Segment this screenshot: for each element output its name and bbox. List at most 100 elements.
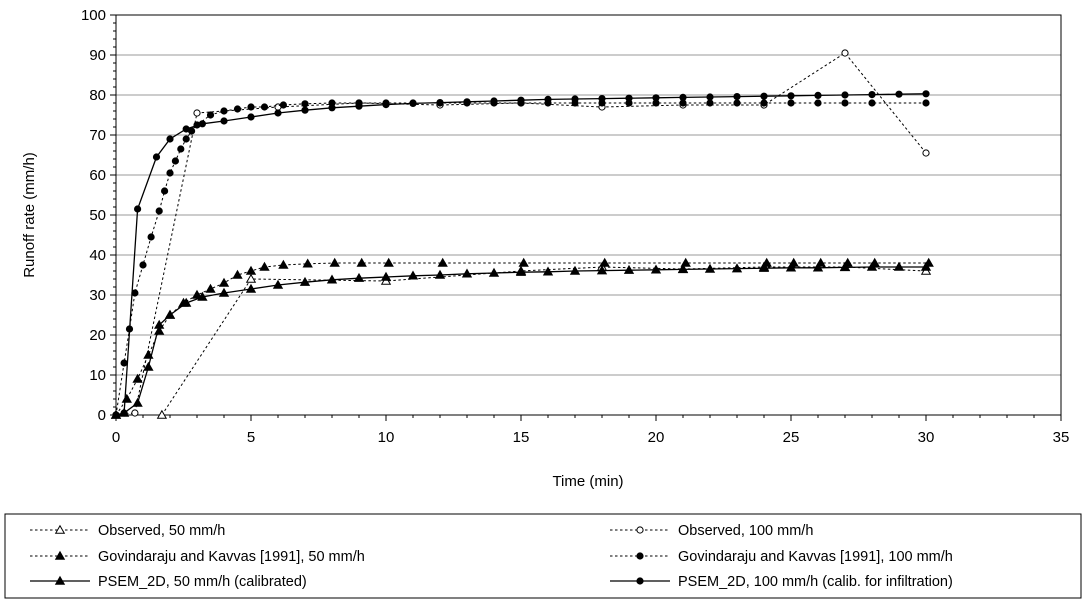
- data-point: [787, 99, 795, 107]
- data-point: [245, 265, 257, 275]
- legend-marker: [636, 577, 644, 585]
- data-point: [156, 409, 168, 419]
- y-tick-label: 0: [98, 407, 106, 424]
- y-tick-label: 100: [81, 7, 106, 24]
- data-point: [302, 258, 313, 268]
- data-point: [272, 279, 284, 289]
- data-point: [895, 90, 903, 98]
- legend-label: Observed, 100 mm/h: [678, 523, 813, 539]
- data-point: [841, 49, 849, 57]
- data-point: [279, 101, 287, 109]
- data-point: [437, 257, 448, 267]
- data-point: [785, 262, 797, 272]
- legend-entry: Govindaraju and Kavvas [1991], 50 mm/h: [30, 549, 365, 565]
- series-3: [110, 257, 934, 419]
- data-point: [134, 205, 142, 213]
- data-point: [758, 262, 770, 272]
- data-point: [181, 297, 192, 307]
- data-point: [355, 102, 363, 110]
- legend-marker: [54, 550, 66, 560]
- series-line: [115, 266, 926, 416]
- x-tick-label: 30: [918, 429, 935, 446]
- data-point: [407, 270, 419, 280]
- data-point: [814, 91, 822, 100]
- data-point: [650, 264, 662, 274]
- x-axis-label: Time (min): [552, 473, 623, 490]
- data-point: [120, 409, 128, 417]
- data-point: [868, 99, 876, 107]
- series-4: [112, 99, 930, 419]
- x-tick-label: 25: [783, 429, 800, 446]
- y-tick-label: 70: [89, 127, 106, 144]
- data-point: [679, 93, 687, 102]
- legend-entry: PSEM_2D, 100 mm/h (calib. for infiltrati…: [610, 574, 953, 590]
- data-point: [598, 95, 606, 103]
- data-point: [132, 397, 143, 407]
- data-point: [191, 289, 203, 299]
- data-point: [760, 99, 768, 107]
- data-point: [301, 100, 309, 108]
- data-point: [220, 117, 228, 125]
- data-point: [161, 187, 169, 195]
- legend-entry: Observed, 50 mm/h: [30, 523, 225, 539]
- legend: Observed, 50 mm/h Observed, 100 mm/h Govin…: [30, 523, 953, 590]
- data-point: [218, 287, 230, 297]
- y-tick-label: 80: [89, 87, 106, 104]
- data-point: [434, 269, 446, 279]
- data-point: [488, 267, 500, 277]
- data-point: [182, 125, 190, 133]
- legend-marker: [636, 526, 644, 534]
- data-point: [328, 104, 336, 112]
- data-point: [760, 92, 768, 100]
- data-point: [463, 98, 471, 106]
- legend-label: Observed, 50 mm/h: [98, 523, 225, 539]
- data-point: [155, 207, 163, 215]
- data-point: [731, 263, 743, 273]
- data-point: [868, 91, 876, 99]
- data-point: [461, 268, 473, 278]
- data-point: [652, 94, 660, 102]
- data-point: [542, 266, 554, 276]
- data-point: [247, 103, 255, 111]
- data-point: [182, 135, 190, 143]
- data-point: [409, 99, 417, 108]
- data-point: [154, 319, 165, 329]
- data-point: [218, 277, 230, 287]
- data-point: [787, 92, 795, 100]
- data-point: [171, 157, 179, 165]
- axes: 0 10 20 30 40 50 60 70 80 90 100 0 5 10 15 20 25 30 35: [81, 7, 1069, 446]
- data-point: [866, 261, 878, 271]
- data-point: [623, 264, 635, 274]
- data-point: [120, 359, 128, 367]
- data-point: [177, 145, 185, 153]
- data-point: [812, 262, 824, 272]
- y-tick-label: 50: [89, 207, 106, 224]
- grid-lines: [116, 54, 1061, 376]
- data-point: [436, 99, 444, 107]
- data-series: [110, 49, 934, 419]
- x-tick-label: 35: [1053, 429, 1070, 446]
- series-line: [161, 266, 927, 416]
- data-point: [706, 99, 714, 107]
- x-tick-label: 15: [513, 429, 530, 446]
- y-tick-label: 60: [89, 167, 106, 184]
- data-point: [301, 106, 309, 114]
- data-point: [814, 99, 822, 107]
- data-point: [382, 101, 390, 109]
- data-point: [278, 259, 289, 269]
- series-5: [110, 261, 932, 419]
- data-point: [922, 99, 930, 107]
- data-point: [245, 273, 257, 283]
- data-point: [383, 257, 394, 267]
- data-point: [733, 93, 741, 101]
- data-point: [841, 91, 849, 99]
- legend-label: PSEM_2D, 100 mm/h (calib. for infiltrati…: [678, 574, 953, 590]
- x-tick-label: 10: [378, 429, 395, 446]
- data-point: [380, 271, 392, 281]
- legend-marker: [636, 552, 644, 560]
- data-point: [197, 291, 208, 301]
- data-point: [329, 257, 340, 267]
- data-point: [166, 169, 174, 177]
- data-point: [356, 257, 367, 267]
- data-point: [232, 269, 243, 279]
